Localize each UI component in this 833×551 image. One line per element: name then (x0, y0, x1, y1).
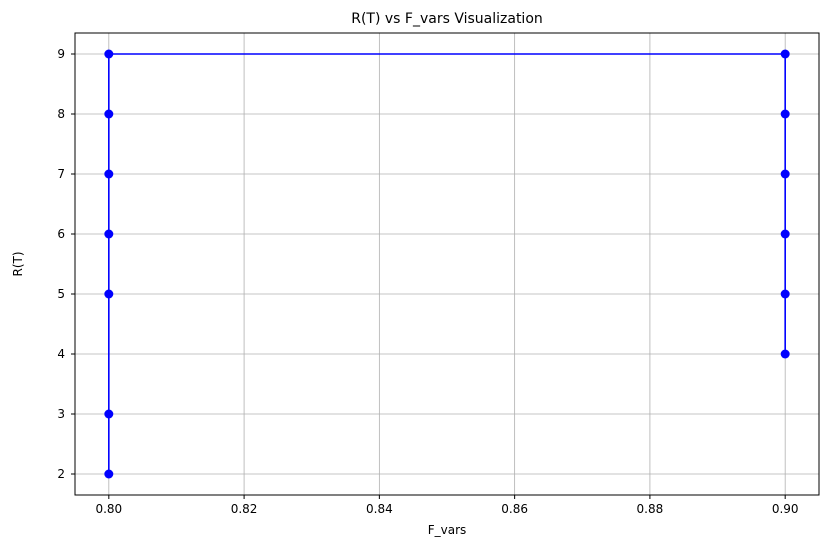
plot-frame (74, 32, 820, 496)
grid-lines (75, 33, 819, 495)
x-tick-label: 0.84 (366, 502, 393, 516)
series-line (108, 53, 786, 474)
data-point (104, 409, 114, 419)
chart-title: R(T) vs F_vars Visualization (351, 11, 543, 27)
data-point (780, 49, 790, 59)
y-tick-label: 4 (57, 347, 65, 361)
y-tick-label: 9 (57, 47, 65, 61)
axes (71, 32, 820, 499)
x-tick-label: 0.86 (501, 502, 528, 516)
data-point (104, 289, 114, 299)
y-tick-label: 8 (57, 107, 65, 121)
data-point (780, 289, 790, 299)
data-point (104, 49, 114, 59)
x-tick-label: 0.90 (772, 502, 799, 516)
x-tick-label: 0.80 (95, 502, 122, 516)
data-point (780, 349, 790, 359)
y-axis-label: R(T) (11, 251, 25, 276)
x-tick-label: 0.82 (231, 502, 258, 516)
x-tick-label: 0.88 (637, 502, 664, 516)
data-point (104, 169, 114, 179)
x-axis-label: F_vars (428, 523, 467, 537)
data-series (104, 49, 790, 479)
tick-labels: 0.80 0.82 0.84 0.86 0.88 0.90 2 3 4 5 6 7 8 9 (57, 47, 798, 516)
data-point (780, 109, 790, 119)
data-point (104, 229, 114, 239)
data-point (780, 229, 790, 239)
data-point (104, 109, 114, 119)
y-tick-label: 3 (57, 407, 65, 421)
y-tick-label: 2 (57, 467, 65, 481)
data-point (780, 169, 790, 179)
y-tick-label: 5 (57, 287, 65, 301)
y-tick-label: 6 (57, 227, 65, 241)
data-point (104, 469, 114, 479)
y-tick-label: 7 (57, 167, 65, 181)
